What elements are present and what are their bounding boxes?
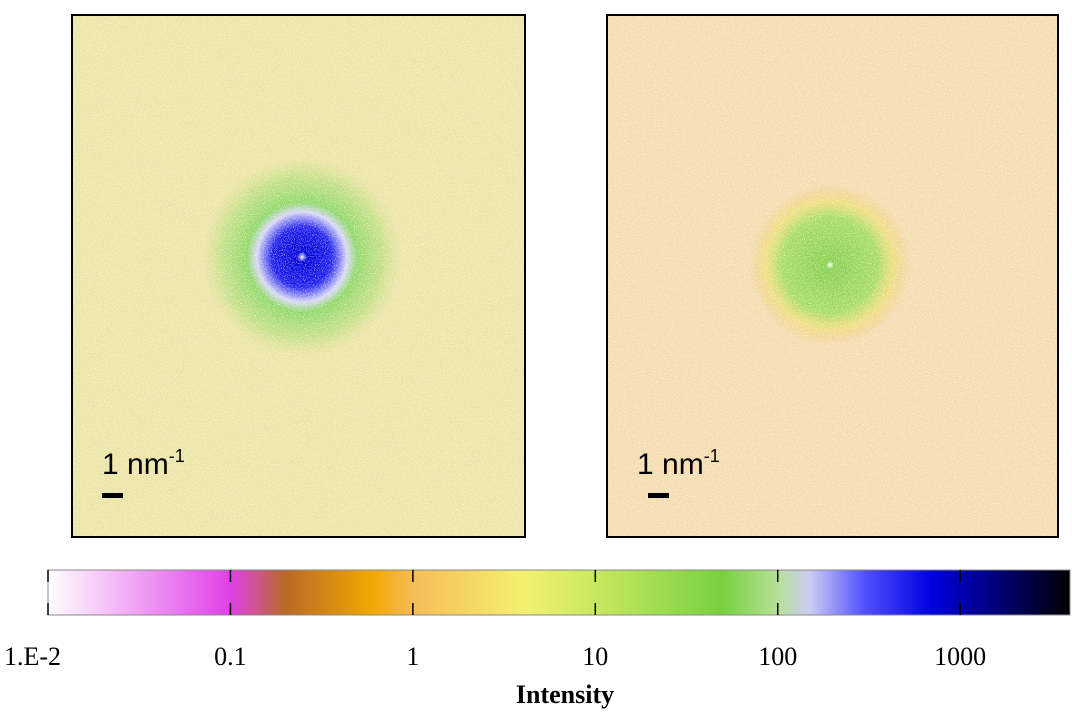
colorbar-label: Intensity (516, 680, 614, 709)
scale-label: 1 nm-1 (637, 446, 720, 481)
scale-bar (648, 493, 669, 498)
noise (607, 15, 1058, 537)
colorbar-gradient (47, 569, 1071, 616)
tick-label: 0.1 (214, 642, 247, 671)
tick-label: 1.E-2 (4, 642, 61, 671)
panel-frame (606, 14, 1059, 538)
panel-frame (71, 14, 526, 538)
tick-label: 10 (582, 642, 608, 671)
tick-label: 100 (758, 642, 797, 671)
scale-bar (102, 493, 123, 498)
scale-label: 1 nm-1 (102, 446, 185, 481)
tick-label: 1 (406, 642, 419, 671)
panel-right: 1 nm-1 (606, 14, 1059, 538)
noise (72, 15, 525, 537)
colorbar: 1.E-2 0.1 1 10 100 1000 (4, 569, 1071, 671)
tick-label: 1000 (934, 642, 986, 671)
panel-left: 1 nm-1 (71, 14, 526, 538)
